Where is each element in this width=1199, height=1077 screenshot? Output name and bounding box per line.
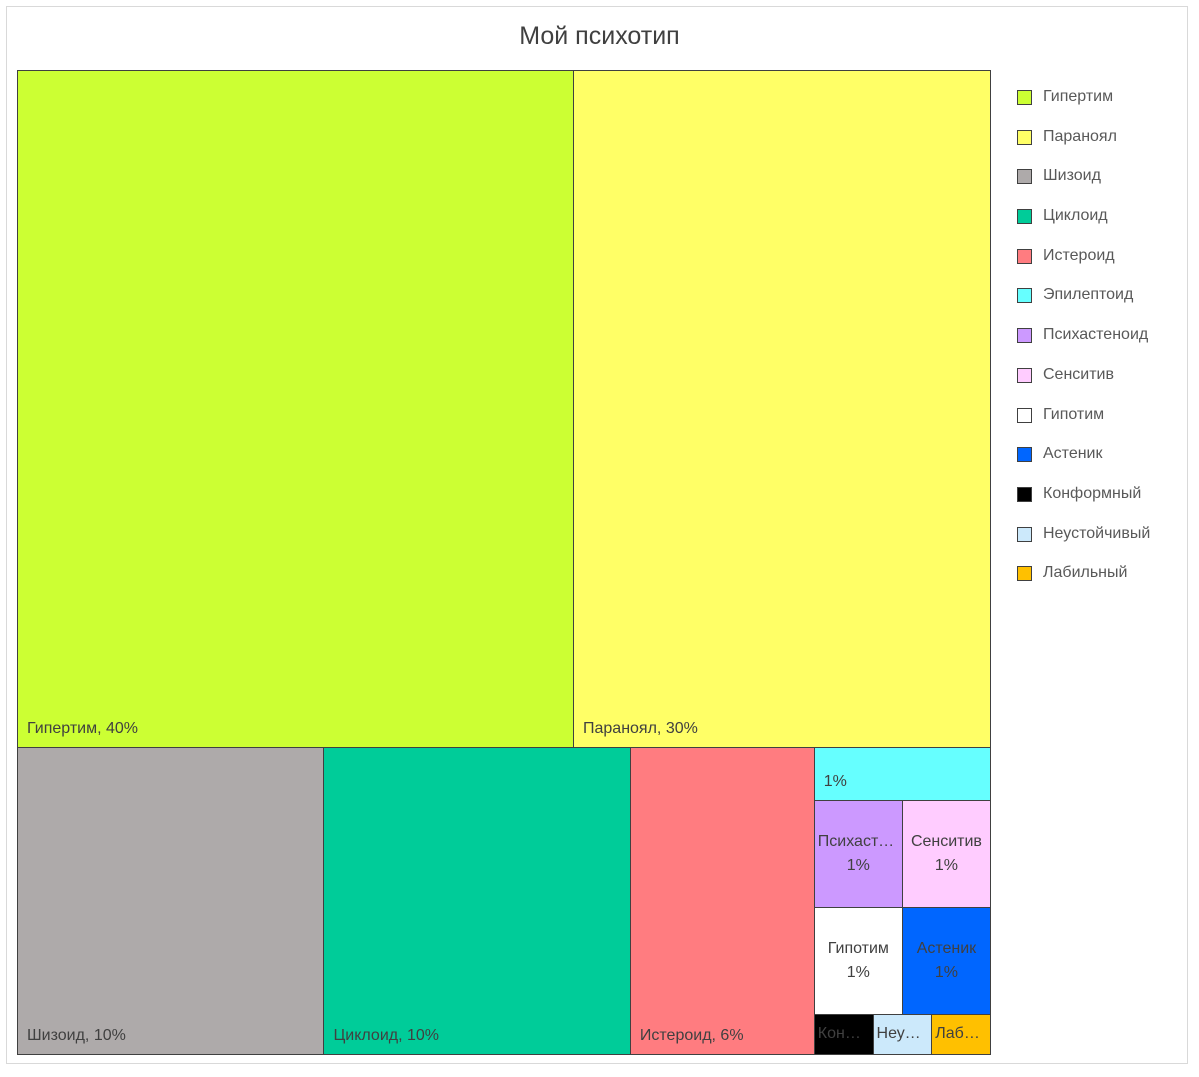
tile: Сенситив 1% xyxy=(901,800,991,909)
chart-frame xyxy=(6,6,1188,1064)
legend-label: Сенситив xyxy=(1043,365,1114,383)
plot-area: Гипертим, 40% Параноял, 30% Шизоид, 10% Цик… xyxy=(17,70,991,1055)
tile-value: 1% xyxy=(846,857,870,875)
legend-label: Неустойчивый xyxy=(1043,524,1151,542)
tile: Истероид, 6% xyxy=(629,746,815,1055)
tile-name: Конформный xyxy=(817,1025,873,1043)
tile-value: 1% xyxy=(934,857,958,875)
legend-swatch xyxy=(1017,566,1032,582)
legend-swatch xyxy=(1017,209,1032,225)
data-label: Неустойчивый xyxy=(874,1022,932,1046)
tile: Циклоид, 10% xyxy=(323,746,631,1055)
legend-swatch xyxy=(1017,288,1032,304)
legend-label: Конформный xyxy=(1043,484,1142,502)
data-label: Конформный xyxy=(815,1022,873,1046)
tile-value: 1% xyxy=(846,964,870,982)
tile-name: Сенситив xyxy=(910,833,982,851)
legend-label: Параноял xyxy=(1043,127,1117,145)
data-label: Параноял, 30% xyxy=(583,719,698,737)
legend-label: Истероид xyxy=(1043,246,1115,264)
tile: Параноял, 30% xyxy=(573,70,991,748)
tile: Шизоид, 10% xyxy=(17,746,325,1055)
tile: Неустойчивый xyxy=(872,1013,933,1055)
tile: Психастеноид 1% xyxy=(813,800,903,909)
data-label: Гипертим, 40% xyxy=(27,719,138,737)
tile-name: Астеник xyxy=(916,940,977,958)
legend-swatch xyxy=(1017,486,1032,502)
tile: Гипертим, 40% xyxy=(17,70,574,748)
data-label: Гипотим 1% xyxy=(815,937,902,985)
data-label: Циклоид, 10% xyxy=(333,1026,440,1044)
legend-label: Астеник xyxy=(1043,445,1103,463)
legend-swatch xyxy=(1017,248,1032,264)
tile-name: Неустойчивый xyxy=(876,1025,932,1043)
legend-label: Лабильный xyxy=(1043,564,1128,582)
legend-label: Эпилептоид xyxy=(1043,286,1134,304)
legend-label: Гипертим xyxy=(1043,88,1114,105)
tile-value: 1% xyxy=(934,964,958,982)
legend-swatch xyxy=(1017,328,1032,344)
legend-swatch xyxy=(1017,90,1032,105)
legend-swatch xyxy=(1017,407,1032,423)
tile: Гипотим 1% xyxy=(813,907,903,1015)
legend-swatch xyxy=(1017,169,1032,185)
tile-name: Гипотим xyxy=(827,940,889,958)
tile: Конформный xyxy=(813,1013,874,1055)
data-label: Шизоид, 10% xyxy=(27,1026,126,1044)
legend-swatch xyxy=(1017,526,1032,542)
data-label: Психастеноид 1% xyxy=(815,830,902,878)
data-label: Сенситив 1% xyxy=(903,830,990,878)
legend-label: Психастеноид xyxy=(1043,326,1149,344)
data-label: 1% xyxy=(823,773,847,791)
legend-label: Шизоид xyxy=(1043,167,1101,185)
tile: Лабильный xyxy=(931,1013,991,1055)
data-label: Астеник 1% xyxy=(903,937,990,985)
chart-title: Мой психотип xyxy=(519,22,680,50)
tile-name: Лабильный xyxy=(935,1025,990,1043)
legend-label: Гипотим xyxy=(1043,405,1105,423)
data-label: Истероид, 6% xyxy=(639,1026,744,1044)
legend-swatch xyxy=(1017,447,1032,463)
tile: 1% xyxy=(813,746,991,802)
data-label: Лабильный xyxy=(932,1022,990,1046)
tile: Астеник 1% xyxy=(901,907,991,1015)
legend-swatch xyxy=(1017,129,1032,145)
tile-name: Психастеноид xyxy=(817,833,902,851)
legend-label: Циклоид xyxy=(1043,207,1108,225)
legend-swatch xyxy=(1017,367,1032,383)
